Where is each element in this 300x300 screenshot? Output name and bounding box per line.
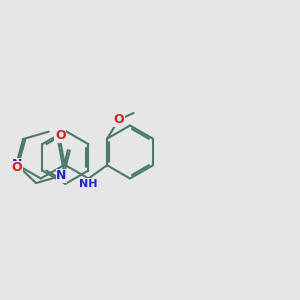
- Text: N: N: [12, 158, 22, 171]
- Text: O: O: [114, 113, 124, 126]
- Text: NH: NH: [79, 179, 98, 189]
- Text: N: N: [56, 169, 67, 182]
- Text: O: O: [55, 129, 65, 142]
- Text: O: O: [11, 161, 22, 175]
